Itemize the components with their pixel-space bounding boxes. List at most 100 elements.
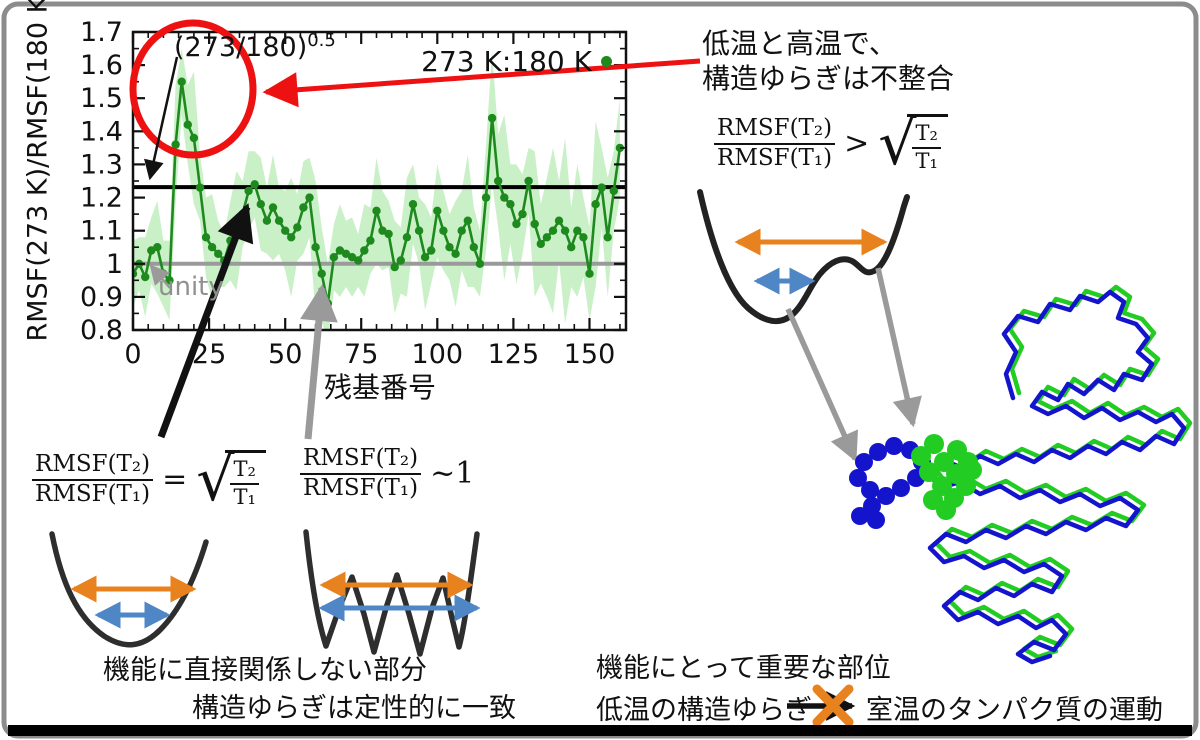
x-tick-label: 0 [124,339,141,370]
data-point [281,226,290,235]
data-point [487,113,497,123]
protein-structure [849,287,1190,662]
data-point [189,133,199,143]
data-point [433,206,442,215]
formula-equal-sqrt: √ T₂ T₁ [196,450,266,510]
data-point [323,299,332,308]
x-tick-label: 50 [268,339,302,370]
caption-left-line1: 機能に直接関係しない部分 [103,655,427,686]
data-point [445,243,454,252]
data-point [439,226,448,235]
y-tick-label: 1 [106,249,123,280]
data-point [469,243,478,252]
note-text: 低温と高温で、 構造ゆらぎは不整合 [702,26,954,96]
data-point [494,176,503,186]
y-tick-label: 1.5 [80,83,123,114]
formula-approx: RMSF(T₂) RMSF(T₁) ~1 [300,445,483,502]
data-point [408,200,418,209]
data-point [305,193,314,202]
data-point [603,233,612,242]
data-point [201,233,211,242]
y-tick-label: 1.2 [80,183,123,214]
y-tick-label: 0.8 [80,315,123,346]
y-tick-label: 1.1 [80,216,123,247]
formula-equal-operator: = [162,462,188,498]
data-point [372,206,381,215]
bottom-black-bar [8,725,1192,736]
note-line-2: 構造ゆらぎは不整合 [702,62,955,95]
rugged-well-diagram [303,529,481,657]
x-axis-label: 残基番号 [323,371,436,404]
data-point [402,233,412,242]
data-point [183,120,192,129]
data-point [390,262,399,272]
unity-label: unity [158,272,224,302]
data-point [396,256,405,265]
data-point [360,246,369,255]
data-point [354,256,363,265]
formula-greater-sqrt: √ T₂ T₁ [878,114,948,174]
data-point [177,77,186,86]
red-arrow [262,58,701,108]
data-point [341,249,351,258]
x-tick-label: 150 [564,339,616,370]
data-point [299,203,308,212]
data-point [141,272,150,282]
data-point [427,246,436,255]
data-point [524,176,533,186]
x-tick-label: 125 [488,339,540,370]
data-point [457,226,466,235]
data-point [530,219,539,229]
double-well-diagram [697,189,910,325]
data-point [475,259,485,268]
approx-formula-arrow [300,283,338,440]
data-point [366,236,375,245]
well-to-protein-arrow-1 [785,307,859,463]
rugged-well-curve [303,529,480,657]
legend-label: 273 K:180 K [421,45,592,78]
y-tick-label: 1.7 [80,17,123,48]
data-point [311,243,320,252]
caption-right-line1: 機能にとって重要な部位 [596,653,891,684]
smooth-well-diagram [49,531,209,648]
rmsf-ratio-chart: 0 25 50 75 100 125 1500.80.911.11.21.31.41.51.… [80,17,628,370]
data-point [274,216,284,225]
formula-greater: RMSF(T₂) RMSF(T₁) > √ T₂ T₁ [714,114,948,174]
data-point [214,249,223,258]
y-tick-label: 0.9 [80,282,123,313]
cross-x-stroke-2 [812,684,854,727]
data-point [287,233,296,242]
crossed-arrow [787,684,856,727]
ratio-annotation: (273/180)0.5 [174,30,336,63]
y-tick-label: 1.4 [80,116,123,147]
double-well-curve [697,189,910,325]
data-point [329,253,339,262]
protein-spheres-blue [849,437,931,529]
data-point [262,216,272,225]
caption-left-line2: 構造ゆらぎは定性的に一致 [192,693,516,724]
data-point [579,233,588,242]
data-point [171,140,180,149]
formula-equal: RMSF(T₂) RMSF(T₁) = √ T₂ T₁ [32,450,266,510]
formula-greater-operator: > [844,126,870,162]
data-point [500,193,509,202]
data-point [414,226,424,235]
ratio-label-arrow [144,56,179,181]
equal-formula-arrow [157,203,254,439]
data-point [207,243,217,252]
data-point [153,243,162,252]
x-tick-label: 75 [344,339,378,370]
protein-spheres-green [911,434,982,520]
data-point [256,200,265,209]
data-point [554,216,564,225]
data-point [463,216,472,225]
data-point [518,209,527,219]
data-point [244,186,253,196]
data-point [451,249,460,258]
formula-approx-fraction: RMSF(T₂) RMSF(T₁) [300,445,422,502]
ratio-annotation-exponent: 0.5 [307,30,336,51]
formula-equal-fraction: RMSF(T₂) RMSF(T₁) [32,451,154,508]
y-axis-label: RMSF(273 K)/RMSF(180 K) [22,0,54,342]
data-point [597,183,606,192]
